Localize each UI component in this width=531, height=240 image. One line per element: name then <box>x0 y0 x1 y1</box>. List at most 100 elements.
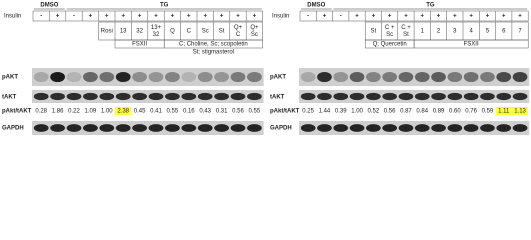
pakt-band <box>132 71 147 83</box>
gapdh-band <box>496 124 512 132</box>
takt-band <box>83 92 98 101</box>
highlight <box>115 107 132 115</box>
tg-label: TG <box>160 3 169 9</box>
gapdh-band <box>317 124 332 132</box>
gapdh-band <box>300 124 316 132</box>
gapdh-band <box>33 124 49 132</box>
treatment-label: Q <box>170 29 175 35</box>
ratio-value: 0.52 <box>368 109 380 115</box>
insulin-sign: + <box>236 14 240 20</box>
insulin-sign: + <box>138 14 142 20</box>
insulin-sign: + <box>203 14 207 20</box>
takt-band <box>317 92 332 101</box>
ratio-value: 0.55 <box>167 109 179 115</box>
pakt-band <box>431 71 446 83</box>
group-label: FSXII <box>132 42 147 48</box>
ratio-value: 2.38 <box>117 109 129 115</box>
insulin-sign: + <box>355 14 359 20</box>
takt-band <box>66 92 82 101</box>
treatment-label: 32 <box>153 32 160 38</box>
pakt-band <box>496 71 512 83</box>
insulin-sign: + <box>420 14 424 20</box>
group-box <box>413 39 529 49</box>
gapdh-band <box>230 124 246 132</box>
treatment-label: Q+ <box>250 25 259 31</box>
highlight <box>511 107 529 115</box>
takt-band <box>333 92 349 101</box>
takt-band <box>99 92 115 101</box>
treatment-label: Sc <box>202 29 209 35</box>
gapdh-band <box>66 124 82 132</box>
gapdh-band <box>398 124 414 132</box>
ratio-value: 0.41 <box>150 109 162 115</box>
treatment-label: C <box>187 29 192 35</box>
pakt-band <box>317 71 332 83</box>
pakt-band <box>463 71 479 83</box>
pakt-band <box>33 71 49 83</box>
treatment-label: C + <box>385 25 395 31</box>
ratio-value: 1.00 <box>351 109 363 115</box>
gapdh-band <box>431 124 446 132</box>
row-label: tAKT <box>2 95 17 101</box>
insulin-sign: + <box>469 14 473 20</box>
gapdh-band <box>115 124 131 132</box>
insulin-sign: + <box>453 14 457 20</box>
insulin-sign: + <box>220 14 224 20</box>
takt-band <box>431 92 446 101</box>
insulin-sign: + <box>89 14 93 20</box>
ratio-value: 0.60 <box>449 109 461 115</box>
pakt-band <box>398 71 414 83</box>
ratio-value: 0.25 <box>302 109 314 115</box>
insulin-sign: + <box>388 14 392 20</box>
treatment-label: 7 <box>518 29 522 35</box>
gapdh-band <box>382 124 397 132</box>
pakt-band <box>382 71 397 83</box>
pakt-band <box>99 71 115 83</box>
pakt-band <box>148 71 164 83</box>
ratio-value: 0.56 <box>232 109 244 115</box>
ratio-value: 1.11 <box>498 109 510 115</box>
treatment-label: St <box>219 29 225 35</box>
insulin-sign: + <box>121 14 125 20</box>
ratio-value: 0.59 <box>482 109 494 115</box>
gapdh-band <box>366 124 381 132</box>
group-label: FSXII <box>464 42 479 48</box>
treatment-label: St <box>371 29 377 35</box>
ratio-value: 0.31 <box>216 109 228 115</box>
ratio-value: 1.00 <box>101 109 113 115</box>
dmso-label: DMSO <box>307 3 325 9</box>
ratio-value: 0.55 <box>249 109 261 115</box>
takt-band <box>447 92 463 101</box>
insulin-sign: + <box>518 14 522 20</box>
insulin-label: Insulin <box>272 14 289 20</box>
gapdh-band <box>247 124 262 132</box>
treatment-label: Q+ <box>234 25 243 31</box>
pakt-band <box>214 71 229 83</box>
treatment-label: 6 <box>502 29 506 35</box>
takt-band <box>197 92 213 101</box>
row-label: GAPDH <box>270 126 292 132</box>
gapdh-band <box>50 124 65 132</box>
gapdh-band <box>463 124 479 132</box>
treatment-label: C + <box>401 25 411 31</box>
ratio-value: 1.86 <box>52 109 64 115</box>
pakt-band <box>230 71 246 83</box>
ratio-value: 1.44 <box>319 109 331 115</box>
treatment-label: C <box>236 32 241 38</box>
row-label: tAKT <box>270 95 285 101</box>
insulin-sign: + <box>404 14 408 20</box>
gapdh-band <box>181 124 197 132</box>
gapdh-band <box>197 124 213 132</box>
pakt-band <box>247 71 262 83</box>
pakt-band <box>447 71 463 83</box>
treatment-label: Rosi <box>101 29 113 35</box>
treatment-label: 4 <box>469 29 473 35</box>
ratio-value: 0.43 <box>199 109 211 115</box>
insulin-sign: - <box>73 14 75 20</box>
pakt-band <box>115 71 131 83</box>
insulin-sign: + <box>486 14 490 20</box>
ratio-value: 1.13 <box>514 109 526 115</box>
gapdh-band <box>333 124 349 132</box>
treatment-label: Sc <box>386 32 393 38</box>
